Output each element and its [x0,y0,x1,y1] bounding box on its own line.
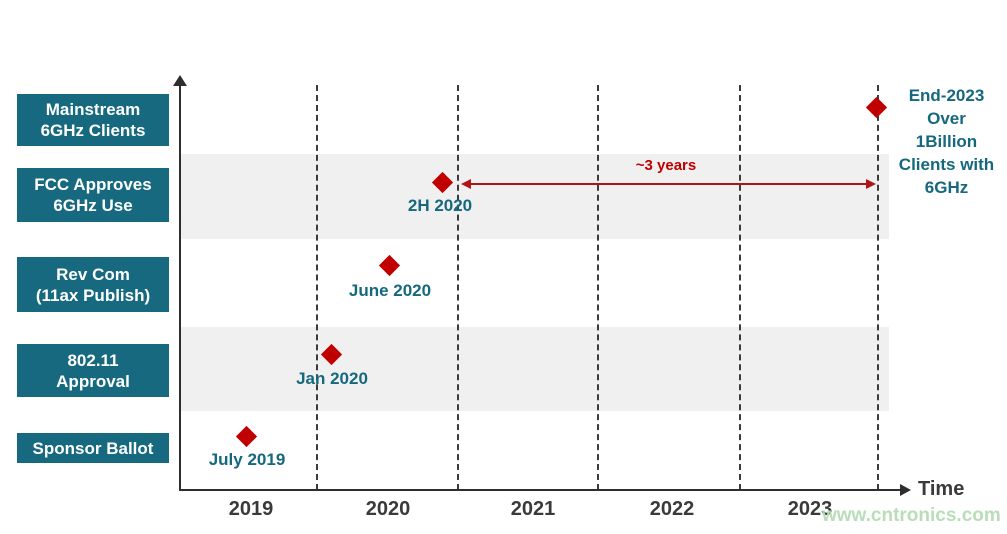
milestone-label-2h-2020: 2H 2020 [407,196,473,215]
row-label-80211-approval: 802.11 Approval [17,344,169,397]
annotation-line: Over [927,109,966,128]
gridline-2022 [597,85,599,490]
milestone-diamond-icon-june-2020 [378,254,401,277]
x-axis-line [179,489,902,491]
watermark: www.cntronics.com [822,505,1001,526]
tick-2021: 2021 [510,498,556,520]
arrow-left-head-icon [461,179,471,189]
row-label-line: 6GHz Use [53,196,133,215]
tick-2023: 2023 [787,498,833,520]
milestone-diamond-icon-july-2019 [235,425,258,448]
row-label-line: 802.11 [67,350,119,370]
milestone-diamond-icon-end-2023 [865,96,888,119]
annotation-line: 1Billion [915,132,978,151]
end-2023-annotation: End-2023 Over 1Billion Clients with 6GHz [886,84,1007,199]
three-years-arrow-line [467,183,869,185]
milestone-label-jan-2020: Jan 2020 [296,369,368,388]
row-label-mainstream-6ghz-clients: Mainstream 6GHz Clients [17,94,169,146]
arrow-right-head-icon [866,179,876,189]
row-band-80211 [181,327,889,411]
tick-2019: 2019 [228,498,274,520]
row-label-line: Approval [56,371,130,391]
tick-2022: 2022 [649,498,695,520]
row-label-sponsor-ballot: Sponsor Ballot [17,433,169,463]
row-label-fcc-approves-6ghz-use: FCC Approves 6GHz Use [17,168,169,222]
row-label-line: Mainstream [45,100,141,119]
three-years-label: ~3 years [635,157,697,174]
row-label-line: (11ax Publish) [35,285,151,305]
gridline-2023 [739,85,741,490]
annotation-line: End-2023 [908,86,985,105]
y-axis-line [179,84,181,490]
y-axis-arrowhead-icon [173,75,187,86]
gridline-2020 [316,85,318,490]
tick-2020: 2020 [365,498,411,520]
row-label-rev-com-11ax-publish: Rev Com (11ax Publish) [17,257,169,312]
gridline-end-2023 [877,85,879,490]
annotation-line: 6GHz [924,178,969,197]
annotation-line: Clients with [898,155,995,174]
x-axis-arrowhead-icon [900,484,911,496]
row-label-line: Sponsor Ballot [32,438,154,458]
row-label-line: FCC Approves [34,175,152,194]
row-label-line: 6GHz Clients [40,121,146,140]
milestone-label-june-2020: June 2020 [348,281,432,300]
gridline-2021 [457,85,459,490]
row-label-line: Rev Com [56,264,130,284]
milestone-label-july-2019: July 2019 [208,450,286,469]
row-band-fcc [181,154,889,239]
x-axis-title: Time [918,478,965,500]
